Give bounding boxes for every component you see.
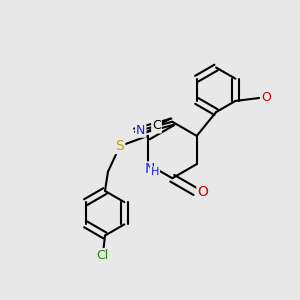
Text: O: O bbox=[262, 92, 272, 104]
Text: H: H bbox=[151, 167, 159, 177]
Text: N: N bbox=[136, 124, 146, 137]
Text: O: O bbox=[197, 184, 208, 199]
Text: Cl: Cl bbox=[96, 249, 108, 262]
Text: N: N bbox=[144, 163, 154, 176]
Text: C: C bbox=[152, 119, 161, 133]
Text: S: S bbox=[116, 139, 124, 153]
